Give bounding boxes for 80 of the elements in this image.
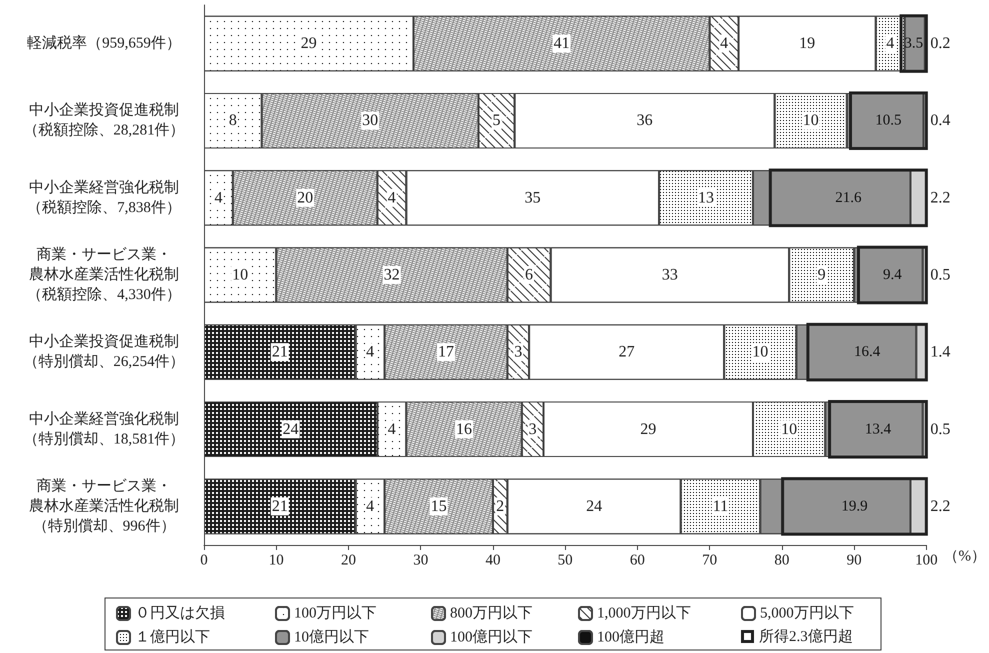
x-tick-label: 60: [630, 552, 645, 568]
x-tick-label: 0: [200, 552, 208, 568]
annotation: 13.4: [864, 421, 892, 438]
data-label: 8: [228, 112, 237, 130]
text: 所得2.3億円超: [759, 628, 853, 645]
x-tick-label: 40: [485, 552, 500, 568]
data-label: 10: [781, 420, 798, 438]
data-label: 20: [297, 189, 314, 206]
data-label: 4: [388, 189, 396, 206]
data-label: 41: [554, 35, 570, 52]
data-label: 4: [366, 344, 374, 361]
data-label: 2.2: [930, 189, 950, 206]
legend-label: １億円以下: [135, 628, 210, 646]
data-label: 21: [272, 498, 288, 515]
data-label: 36: [636, 112, 653, 130]
data-label: 35: [524, 189, 541, 206]
data-label: 29: [300, 35, 317, 52]
x-tick-label: 80: [774, 552, 790, 568]
legend-label: 100億円超: [597, 628, 664, 646]
x-tick-label: 10: [268, 552, 284, 568]
data-label: 3: [514, 344, 522, 361]
data-label: 33: [662, 266, 678, 284]
legend-label: 1,000万円以下: [597, 604, 691, 622]
data-label: 4: [214, 189, 222, 206]
data-label: 4: [886, 35, 894, 52]
y-tick-label: 中小企業経営強化税制（税額控除、7,838件）: [27, 178, 181, 216]
annotation: 16.4: [854, 344, 881, 360]
data-label: 10: [802, 112, 819, 130]
x-tick-label: 30: [413, 552, 428, 568]
data-label: 24: [586, 498, 602, 515]
x-tick-label: 90: [846, 552, 862, 568]
data-label: 30: [362, 112, 378, 130]
legend-label: 5,000万円以下: [760, 604, 854, 622]
data-label: 0.5: [930, 420, 950, 438]
legend-label: 100億円以下: [450, 628, 532, 646]
data-label: 19: [799, 35, 816, 52]
data-label: 16: [456, 420, 472, 438]
data-label: 10: [752, 344, 768, 361]
annotation: 21.6: [835, 190, 862, 206]
data-label: 15: [430, 498, 447, 515]
y-tick-label: 中小企業投資促進税制（特別償却、26,254件）: [23, 333, 185, 370]
x-tick-label: 20: [340, 552, 356, 568]
x-tick-label: 100: [915, 552, 938, 568]
y-tick-label: 軽減税率（959,659件）: [27, 34, 181, 52]
data-label: 24: [282, 420, 299, 438]
data-label: 29: [640, 420, 656, 438]
annotation: 10.5: [875, 112, 902, 129]
data-label: 0.2: [930, 35, 950, 52]
data-label: 2: [496, 498, 504, 515]
y-tick-label: 中小企業投資促進税制（税額控除、28,281件）: [23, 102, 185, 139]
data-label: 6: [525, 266, 534, 284]
annotation: 19.9: [841, 498, 868, 514]
data-label: 27: [618, 344, 635, 361]
annotation: 9.4: [883, 267, 902, 283]
data-label: 10: [232, 266, 248, 284]
x-tick-label: 50: [558, 552, 573, 568]
data-label: 17: [438, 344, 454, 361]
data-label: 2.2: [930, 498, 950, 515]
data-label: 32: [384, 266, 400, 284]
data-label: 0.4: [930, 112, 950, 130]
data-label: 9: [818, 266, 826, 284]
data-label: 0.5: [930, 266, 950, 284]
legend-label: 10億円以下: [294, 628, 369, 646]
data-label: 1.4: [930, 344, 950, 361]
x-axis-title: （%）: [944, 548, 986, 564]
data-label: 4: [388, 420, 396, 438]
legend-label: 800万円以下: [450, 604, 532, 622]
y-tick-label: 中小企業経営強化税制（特別償却、18,581件）: [23, 410, 185, 448]
x-tick-label: 70: [702, 552, 718, 568]
data-label: 4: [366, 498, 374, 515]
data-label: 4: [720, 35, 728, 52]
data-label: 5: [492, 112, 501, 130]
data-label: 3: [528, 420, 537, 438]
y-tick-label: 商業・サービス業・農林水産業活性化税制（特別償却、996件）: [29, 477, 179, 534]
data-label: 13: [698, 189, 714, 206]
y-tick-label: 商業・サービス業・農林水産業活性化税制（税額控除、4,330件）: [27, 246, 181, 303]
data-label: 11: [712, 498, 728, 515]
data-label: 21: [272, 344, 288, 361]
legend-label: ０円又は欠損: [135, 604, 225, 622]
legend-label: 100万円以下: [294, 604, 376, 622]
